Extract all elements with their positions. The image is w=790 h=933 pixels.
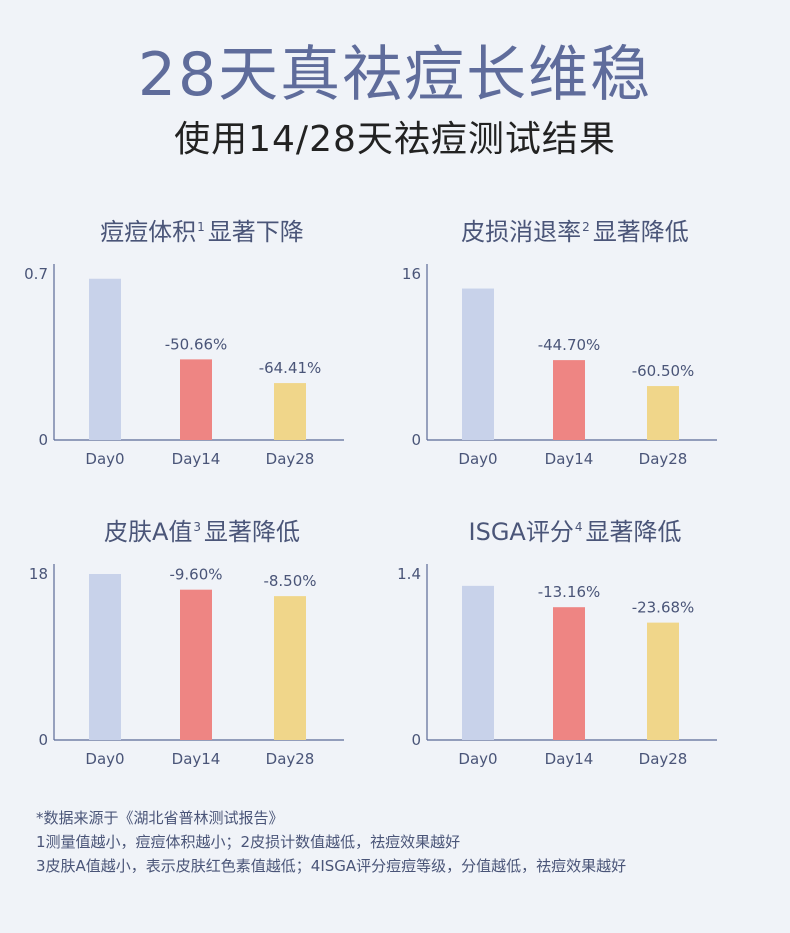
- bar-chart: 0.7 0 Day0 Day14 -50.66% Day28 -64.41%: [24, 264, 344, 468]
- y-tick-label: 0: [38, 731, 48, 749]
- bar-day0: [89, 574, 121, 740]
- page-subtitle: 使用14/28天祛痘测试结果: [174, 119, 616, 160]
- bar-day28: [647, 386, 679, 440]
- x-tick-label: Day14: [172, 750, 221, 768]
- y-tick-label: 1.4: [397, 565, 421, 583]
- data-label: -13.16%: [538, 583, 601, 601]
- bar-day28: [274, 383, 306, 440]
- bar-chart: 1.4 0 Day0 Day14 -13.16% Day28 -23.68%: [397, 564, 717, 768]
- chart-panel-isga-score: ISGA评分4 显著降低 1.4 0 Day0 Day14 -13.16% Day28 -23…: [385, 512, 765, 772]
- data-label: -60.50%: [632, 362, 695, 380]
- footnote-line: *数据来源于《湖北省普林测试报告》: [36, 809, 284, 827]
- y-tick-label: 16: [402, 265, 421, 283]
- x-tick-label: Day0: [458, 750, 497, 768]
- chart-title-sup: 1: [197, 220, 205, 234]
- chart-title-sup: 3: [193, 520, 202, 534]
- data-label: -50.66%: [165, 335, 228, 353]
- chart-title-tail: 显著下降: [207, 218, 304, 246]
- chart-title-tail: 显著降低: [204, 518, 301, 546]
- chart-panel-lesion-rate: 皮损消退率2 显著降低 16 0 Day0 Day14 -44.70% Day28 -60.5…: [385, 212, 765, 472]
- bar-day0: [462, 585, 494, 740]
- chart-title-tail: 显著降低: [585, 518, 682, 546]
- footnote-line: 1测量值越小，痘痘体积越小；2皮损计数值越低，祛痘效果越好: [36, 833, 461, 851]
- y-tick-label: 0: [411, 731, 421, 749]
- data-label: -23.68%: [632, 599, 695, 617]
- chart-title-main: 皮损消退率: [461, 218, 582, 246]
- chart-title-main: 皮肤A值: [103, 518, 193, 546]
- data-label: -44.70%: [538, 336, 601, 354]
- chart-title: 痘痘体积1 显著下降: [12, 212, 392, 247]
- y-tick-label: 18: [29, 565, 48, 583]
- data-label: -64.41%: [259, 359, 322, 377]
- bar-day0: [89, 278, 121, 440]
- chart-title-sup: 2: [582, 220, 590, 234]
- bar-day0: [462, 288, 494, 440]
- x-tick-label: Day28: [266, 750, 315, 768]
- x-tick-label: Day0: [458, 450, 497, 468]
- bar-day28: [274, 596, 306, 740]
- bar-day14: [553, 607, 585, 740]
- page-title: 28天真祛痘长维稳: [137, 40, 653, 110]
- x-tick-label: Day0: [85, 750, 124, 768]
- x-tick-label: Day0: [85, 450, 124, 468]
- bar-day28: [647, 622, 679, 740]
- x-tick-label: Day14: [545, 750, 594, 768]
- chart-title-sup: 4: [574, 520, 583, 534]
- footnotes: *数据来源于《湖北省普林测试报告》 1测量值越小，痘痘体积越小；2皮损计数值越低…: [36, 806, 626, 878]
- chart-title-main: 痘痘体积: [100, 218, 197, 246]
- bar-chart: 18 0 Day0 Day14 -9.60% Day28 -8.50%: [29, 564, 344, 768]
- y-tick-label: 0: [411, 431, 421, 449]
- bar-chart: 16 0 Day0 Day14 -44.70% Day28 -60.50%: [402, 264, 717, 468]
- bar-day14: [553, 360, 585, 440]
- y-tick-label: 0: [38, 431, 48, 449]
- x-tick-label: Day28: [639, 450, 688, 468]
- y-tick-label: 0.7: [24, 265, 48, 283]
- bar-day14: [180, 589, 212, 740]
- bar-day14: [180, 359, 212, 440]
- chart-title: ISGA评分4 显著降低: [385, 512, 765, 547]
- x-tick-label: Day28: [266, 450, 315, 468]
- x-tick-label: Day14: [172, 450, 221, 468]
- data-label: -8.50%: [263, 572, 316, 590]
- chart-title: 皮肤A值3 显著降低: [12, 512, 392, 547]
- chart-panel-acne-volume: 痘痘体积1 显著下降 0.7 0 Day0 Day14 -50.66% Day28 -64.4…: [12, 212, 392, 472]
- chart-panel-skin-a-value: 皮肤A值3 显著降低 18 0 Day0 Day14 -9.60% Day28 -8.50%: [12, 512, 392, 772]
- chart-title-main: ISGA评分: [468, 518, 574, 546]
- chart-title: 皮损消退率2 显著降低: [385, 212, 765, 247]
- data-label: -9.60%: [169, 566, 222, 584]
- x-tick-label: Day14: [545, 450, 594, 468]
- x-tick-label: Day28: [639, 750, 688, 768]
- chart-title-tail: 显著降低: [592, 218, 689, 246]
- footnote-line: 3皮肤A值越小，表示皮肤红色素值越低；4ISGA评分痘痘等级，分值越低，祛痘效果…: [36, 857, 627, 875]
